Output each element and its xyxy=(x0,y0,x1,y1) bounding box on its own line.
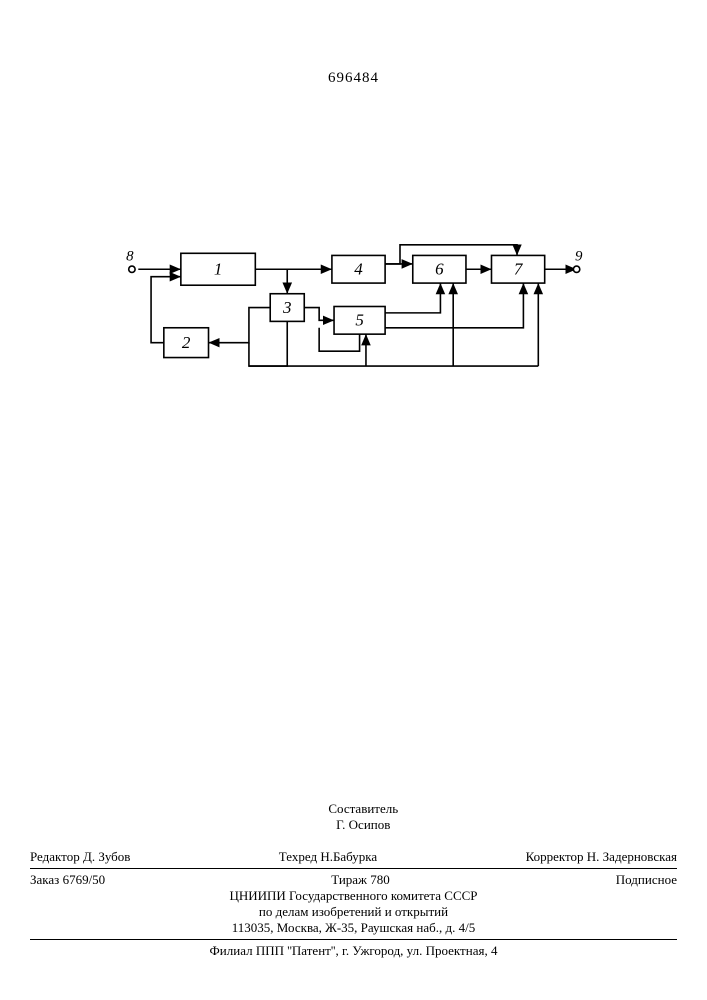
corrector-name: Н. Задерновская xyxy=(587,849,677,864)
compiler-name: Г. Осипов xyxy=(336,817,390,832)
order-label: Заказ xyxy=(30,872,59,887)
editor-line: Редактор Д. Зубов Техред Н.Бабурка Корре… xyxy=(30,849,677,865)
svg-text:1: 1 xyxy=(214,260,223,279)
tirazh-value: 780 xyxy=(370,872,390,887)
rule-1 xyxy=(30,868,677,869)
addr-line-1: 113035, Москва, Ж-35, Раушская наб., д. … xyxy=(30,920,677,936)
svg-text:4: 4 xyxy=(354,260,363,279)
svg-text:3: 3 xyxy=(282,298,292,317)
techred: Техред Н.Бабурка xyxy=(279,849,377,865)
svg-text:7: 7 xyxy=(514,260,524,279)
order-value: 6769/50 xyxy=(63,872,106,887)
addr-line-2: Филиал ППП ''Патент'', г. Ужгород, ул. П… xyxy=(30,943,677,959)
order-line: Заказ 6769/50 Тираж 780 Подписное xyxy=(30,872,677,888)
corrector-label: Корректор xyxy=(526,849,584,864)
document-number: 696484 xyxy=(0,70,707,87)
org-line-1: ЦНИИПИ Государственного комитета СССР xyxy=(30,888,677,904)
svg-text:2: 2 xyxy=(182,333,191,352)
order: Заказ 6769/50 xyxy=(30,872,105,888)
subscription: Подписное xyxy=(616,872,677,888)
tirazh-label: Тираж xyxy=(331,872,367,887)
rule-2 xyxy=(30,939,677,940)
techred-label: Техред xyxy=(279,849,317,864)
editor-label: Редактор xyxy=(30,849,80,864)
page: 696484 1 2 3 4 5 6 7 8 9 Составитель Г. Осипов Р… xyxy=(0,0,707,1000)
techred-name: Н.Бабурка xyxy=(320,849,377,864)
editor-name: Д. Зубов xyxy=(83,849,130,864)
svg-text:8: 8 xyxy=(126,249,134,265)
block-diagram: 1 2 3 4 5 6 7 8 9 xyxy=(100,230,600,400)
svg-text:5: 5 xyxy=(355,311,364,330)
svg-text:6: 6 xyxy=(435,260,444,279)
svg-text:9: 9 xyxy=(575,249,583,265)
org-line-2: по делам изобретений и открытий xyxy=(30,904,677,920)
corrector: Корректор Н. Задерновская xyxy=(526,849,677,865)
compiler-label: Составитель xyxy=(328,801,398,816)
tirazh: Тираж 780 xyxy=(331,872,390,888)
compiler-line: Составитель Г. Осипов xyxy=(30,785,677,849)
editor: Редактор Д. Зубов xyxy=(30,849,130,865)
footer-block: Составитель Г. Осипов Редактор Д. Зубов … xyxy=(30,785,677,959)
